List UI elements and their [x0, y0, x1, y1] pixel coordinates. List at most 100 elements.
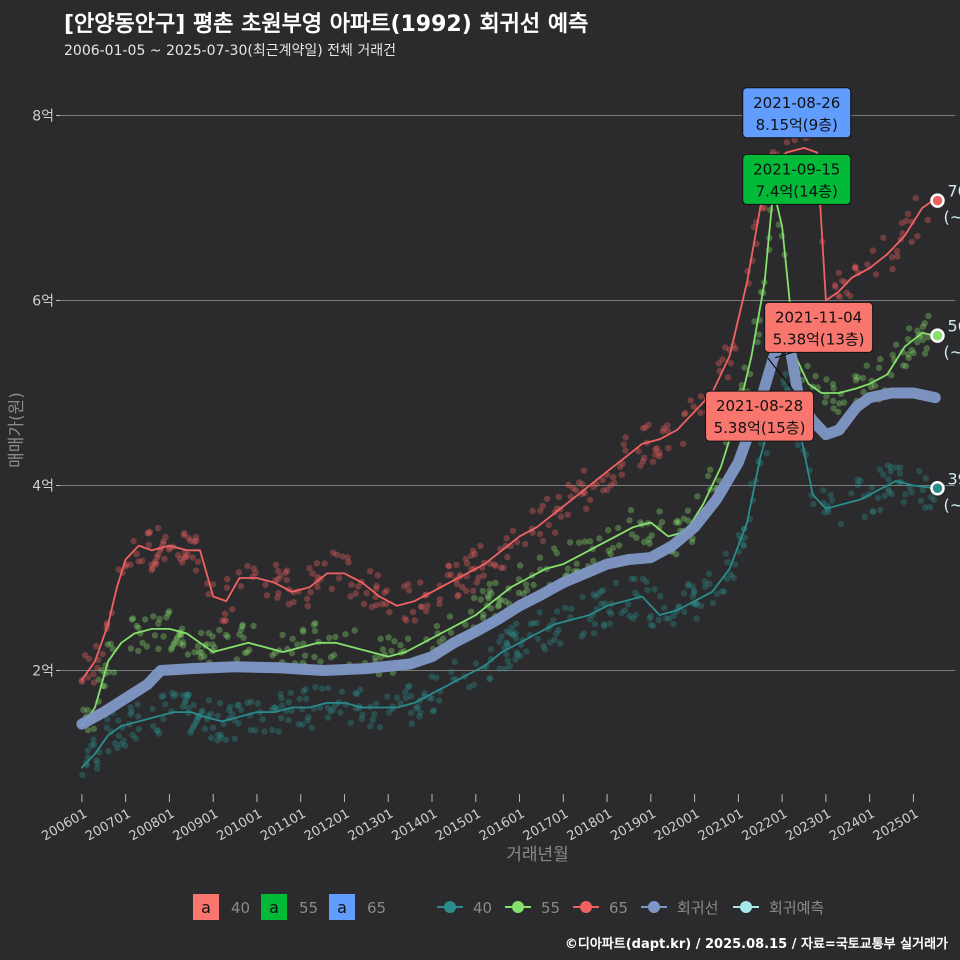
- scatter-point-40: [922, 504, 929, 511]
- scatter-point-65: [274, 594, 281, 601]
- scatter-point-65: [383, 587, 390, 594]
- scatter-point-40: [740, 542, 747, 550]
- scatter-point-40: [172, 691, 179, 698]
- scatter-point-65: [177, 556, 184, 563]
- scatter-point-55: [439, 635, 447, 642]
- scatter-point-65: [205, 591, 212, 598]
- scatter-point-65: [637, 462, 644, 469]
- scatter-point-65: [664, 422, 671, 429]
- scatter-point-65: [572, 487, 580, 494]
- scatter-point-65: [536, 530, 544, 538]
- scatter-point-40: [134, 713, 142, 720]
- scatter-point-65: [537, 507, 544, 514]
- scatter-point-65: [503, 535, 510, 542]
- scatter-point-40: [269, 726, 276, 734]
- scatter-point-40: [149, 723, 157, 730]
- scatter-point-40: [190, 701, 197, 709]
- scatter-point-40: [810, 500, 817, 508]
- scatter-point-65: [529, 507, 536, 515]
- scatter-point-40: [513, 620, 520, 627]
- scatter-point-55: [135, 647, 142, 655]
- legend-size-label: 40: [231, 899, 250, 917]
- scatter-point-65: [181, 529, 188, 537]
- scatter-point-40: [735, 532, 742, 539]
- x-tick-label: 202001: [652, 806, 702, 844]
- y-tick-label: 6억: [32, 294, 54, 310]
- scatter-point-65: [314, 583, 321, 591]
- scatter-point-65: [235, 569, 242, 576]
- scatter-point-65: [639, 424, 647, 432]
- scatter-point-40: [829, 497, 836, 504]
- end-label-value: 56,180: [947, 317, 960, 336]
- scatter-point-55: [754, 338, 761, 346]
- scatter-point-40: [917, 497, 925, 504]
- scatter-point-65: [237, 583, 245, 590]
- scatter-point-40: [235, 701, 242, 709]
- scatter-point-65: [522, 541, 529, 548]
- scatter-point-40: [496, 665, 503, 672]
- scatter-point-65: [447, 571, 455, 578]
- scatter-point-40: [657, 593, 664, 600]
- scatter-point-40: [861, 513, 868, 521]
- scatter-point-65: [304, 602, 311, 610]
- scatter-point-55: [637, 519, 644, 526]
- scatter-point-55: [633, 534, 640, 541]
- scatter-point-40: [115, 732, 123, 740]
- scatter-point-65: [148, 566, 155, 574]
- scatter-point-65: [610, 474, 617, 481]
- scatter-point-40: [692, 601, 700, 608]
- scatter-point-65: [144, 529, 151, 537]
- scatter-point-40: [643, 578, 650, 585]
- scatter-point-55: [391, 638, 398, 645]
- scatter-point-40: [680, 590, 688, 597]
- scatter-point-40: [182, 697, 189, 704]
- scatter-point-40: [302, 686, 309, 693]
- series-line-회귀선: [76, 322, 941, 730]
- scatter-point-40: [647, 621, 654, 629]
- scatter-point-40: [190, 724, 197, 731]
- scatter-point-65: [360, 600, 368, 608]
- scatter-point-40: [208, 734, 215, 742]
- scatter-point-55: [921, 320, 928, 327]
- scatter-point-40: [226, 707, 233, 714]
- scatter-point-55: [133, 622, 140, 630]
- scatter-point-40: [216, 699, 224, 707]
- scatter-point-65: [179, 559, 186, 566]
- scatter-point-40: [697, 602, 705, 610]
- scatter-point-55: [685, 517, 692, 524]
- x-axis-title: 거래년월: [506, 845, 569, 865]
- scatter-point-55: [269, 652, 276, 659]
- scatter-point-40: [93, 757, 100, 764]
- scatter-point-40: [632, 589, 639, 597]
- scatter-point-40: [295, 721, 302, 728]
- scatter-point-55: [553, 549, 560, 557]
- legend-line-marker: [512, 901, 524, 913]
- scatter-point-40: [632, 612, 639, 619]
- scatter-point-65: [445, 562, 452, 569]
- scatter-point-40: [376, 724, 384, 731]
- scatter-point-65: [386, 608, 393, 616]
- scatter-point-55: [240, 634, 247, 641]
- scatter-point-65: [576, 479, 583, 486]
- scatter-point-40: [540, 642, 547, 650]
- scatter-point-55: [522, 581, 530, 588]
- scatter-point-65: [445, 563, 453, 570]
- highlight-date: 2021-08-26: [753, 94, 840, 112]
- scatter-point-55: [859, 374, 867, 382]
- scatter-point-40: [504, 640, 511, 647]
- scatter-point-40: [877, 506, 884, 514]
- scatter-point-65: [436, 596, 443, 603]
- scatter-point-65: [304, 595, 311, 602]
- scatter-point-40: [414, 703, 421, 710]
- scatter-point-40: [207, 710, 215, 718]
- scatter-point-65: [551, 529, 559, 536]
- scatter-point-55: [684, 507, 692, 514]
- scatter-point-40: [706, 570, 713, 577]
- scatter-point-65: [148, 561, 155, 569]
- scatter-point-40: [591, 630, 598, 637]
- scatter-point-40: [880, 471, 887, 478]
- scatter-point-65: [418, 603, 425, 611]
- scatter-point-55: [155, 620, 162, 627]
- scatter-point-40: [600, 621, 608, 628]
- scatter-point-40: [229, 710, 236, 718]
